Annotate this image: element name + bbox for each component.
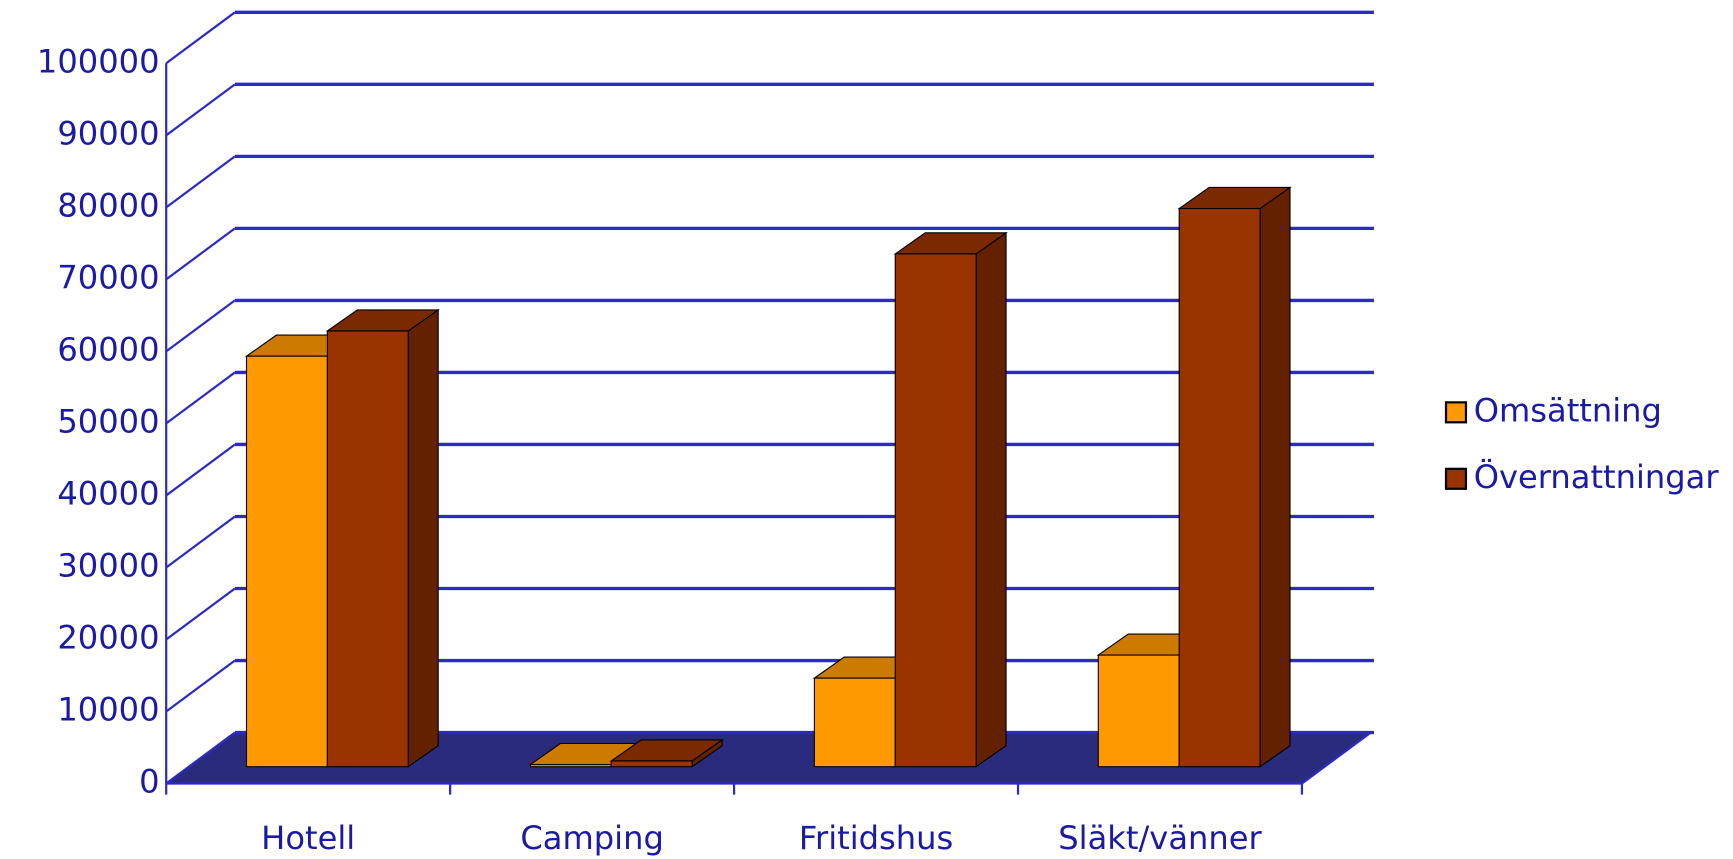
bar	[1097, 654, 1180, 768]
y-tick-label: 10000	[57, 691, 159, 729]
grid-line	[165, 515, 236, 569]
y-tick-label: 70000	[57, 258, 159, 296]
grid-line	[165, 659, 236, 713]
grid-line	[165, 587, 236, 641]
y-tick-label: 80000	[57, 186, 159, 224]
y-tick-label: 60000	[57, 330, 159, 368]
grid-line	[165, 371, 236, 425]
x-tick-label: Fritidshus	[799, 819, 953, 857]
grid-line	[165, 731, 236, 785]
grid-line	[165, 155, 236, 209]
bar	[1178, 207, 1261, 768]
legend-label: Omsättning	[1474, 391, 1662, 429]
bar	[610, 760, 693, 768]
legend-swatch	[1444, 467, 1468, 490]
grid-line	[165, 83, 236, 137]
bar	[813, 677, 896, 768]
bar-side	[407, 308, 439, 768]
bar-side	[975, 231, 1007, 768]
grid-line	[165, 11, 236, 65]
grid-line	[165, 299, 236, 353]
legend-label: Övernattningar	[1474, 458, 1720, 496]
x-tick-label: Camping	[520, 819, 663, 857]
y-tick-label: 40000	[57, 474, 159, 512]
y-tick-label: 20000	[57, 618, 159, 656]
y-tick-label: 90000	[57, 114, 159, 152]
bar-side	[1259, 186, 1291, 768]
floor	[166, 732, 1371, 784]
y-tick-label: 0	[139, 763, 159, 801]
y-tick-label: 30000	[57, 546, 159, 584]
bar	[894, 253, 977, 768]
bar	[529, 763, 612, 768]
x-tick-label: Släkt/vänner	[1058, 819, 1262, 857]
y-tick-label: 50000	[57, 402, 159, 440]
legend-swatch	[1444, 401, 1468, 424]
x-tick-label: Hotell	[261, 819, 355, 857]
grid-line	[165, 227, 236, 281]
y-tick-label: 100000	[37, 42, 160, 80]
x-axis	[1301, 731, 1372, 785]
bar	[326, 330, 409, 768]
grid-line	[165, 443, 236, 497]
bar	[245, 355, 328, 768]
